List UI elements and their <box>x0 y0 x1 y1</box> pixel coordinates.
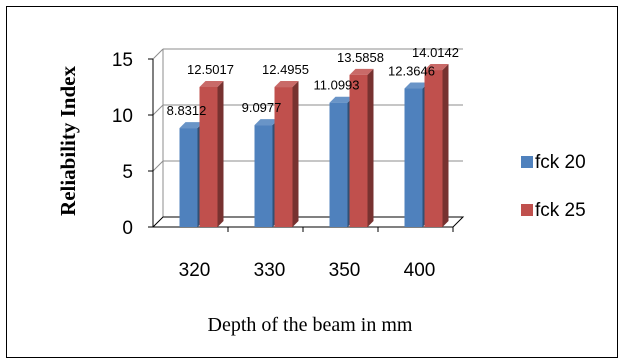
data-label: 14.0142 <box>412 45 459 60</box>
data-label: 11.0993 <box>313 78 359 93</box>
legend-entry: fck 20 <box>535 152 586 173</box>
data-label: 12.4955 <box>262 62 309 77</box>
data-label: 12.3646 <box>388 64 435 79</box>
bar-top <box>329 96 354 103</box>
y-axis-label: Reliability Index <box>56 66 80 216</box>
data-label: 12.5017 <box>187 62 234 77</box>
bar-front <box>329 102 348 227</box>
bar-front <box>404 88 423 227</box>
bar-side <box>292 81 299 227</box>
x-axis-label: Depth of the beam in mm <box>208 314 413 336</box>
bar-front <box>199 86 218 227</box>
legend-entry: fck 25 <box>535 200 586 221</box>
bar <box>274 81 299 227</box>
bar-side <box>442 64 449 228</box>
bar-top <box>424 64 449 71</box>
bar-front <box>349 74 368 227</box>
chart-frame <box>6 6 618 358</box>
bar-top <box>254 119 279 126</box>
bar-front <box>424 70 443 228</box>
data-label: 9.0977 <box>242 100 282 115</box>
y-tick-label: 5 <box>122 162 133 183</box>
bar <box>349 68 374 227</box>
bar <box>424 64 449 228</box>
gridline-side <box>152 104 164 116</box>
data-labels: 8.8312 12.5017 9.0977 12.4955 11.0993 13.5858… <box>167 45 459 118</box>
y-tick-label: 0 <box>122 218 133 239</box>
legend-swatch <box>521 156 533 168</box>
data-label: 8.8312 <box>167 103 207 118</box>
bar-side <box>367 68 374 227</box>
bar-top <box>349 68 374 75</box>
x-tick-label: 400 <box>404 260 436 281</box>
data-label: 13.5858 <box>337 50 384 65</box>
gridline-side <box>152 160 164 172</box>
bars <box>179 64 449 228</box>
bar-front <box>254 125 273 227</box>
legend: fck 20 fck 25 <box>521 152 586 221</box>
x-tick-label: 350 <box>329 260 361 281</box>
bar-front <box>179 128 198 227</box>
bar-top <box>274 81 299 88</box>
legend-swatch <box>521 204 533 216</box>
bar-top <box>179 122 204 129</box>
x-tick-label: 330 <box>254 260 286 281</box>
y-tick-label: 10 <box>112 106 133 127</box>
bar-top <box>199 80 224 87</box>
gridline-side <box>152 48 164 60</box>
bar-front <box>274 87 293 227</box>
y-tick-label: 15 <box>112 50 133 71</box>
bar <box>199 80 224 227</box>
x-tick-label: 320 <box>179 260 211 281</box>
bar-top <box>404 82 429 89</box>
axes: 0 5 10 15 320 330 350 400 <box>112 49 465 281</box>
bar-side <box>217 80 224 227</box>
